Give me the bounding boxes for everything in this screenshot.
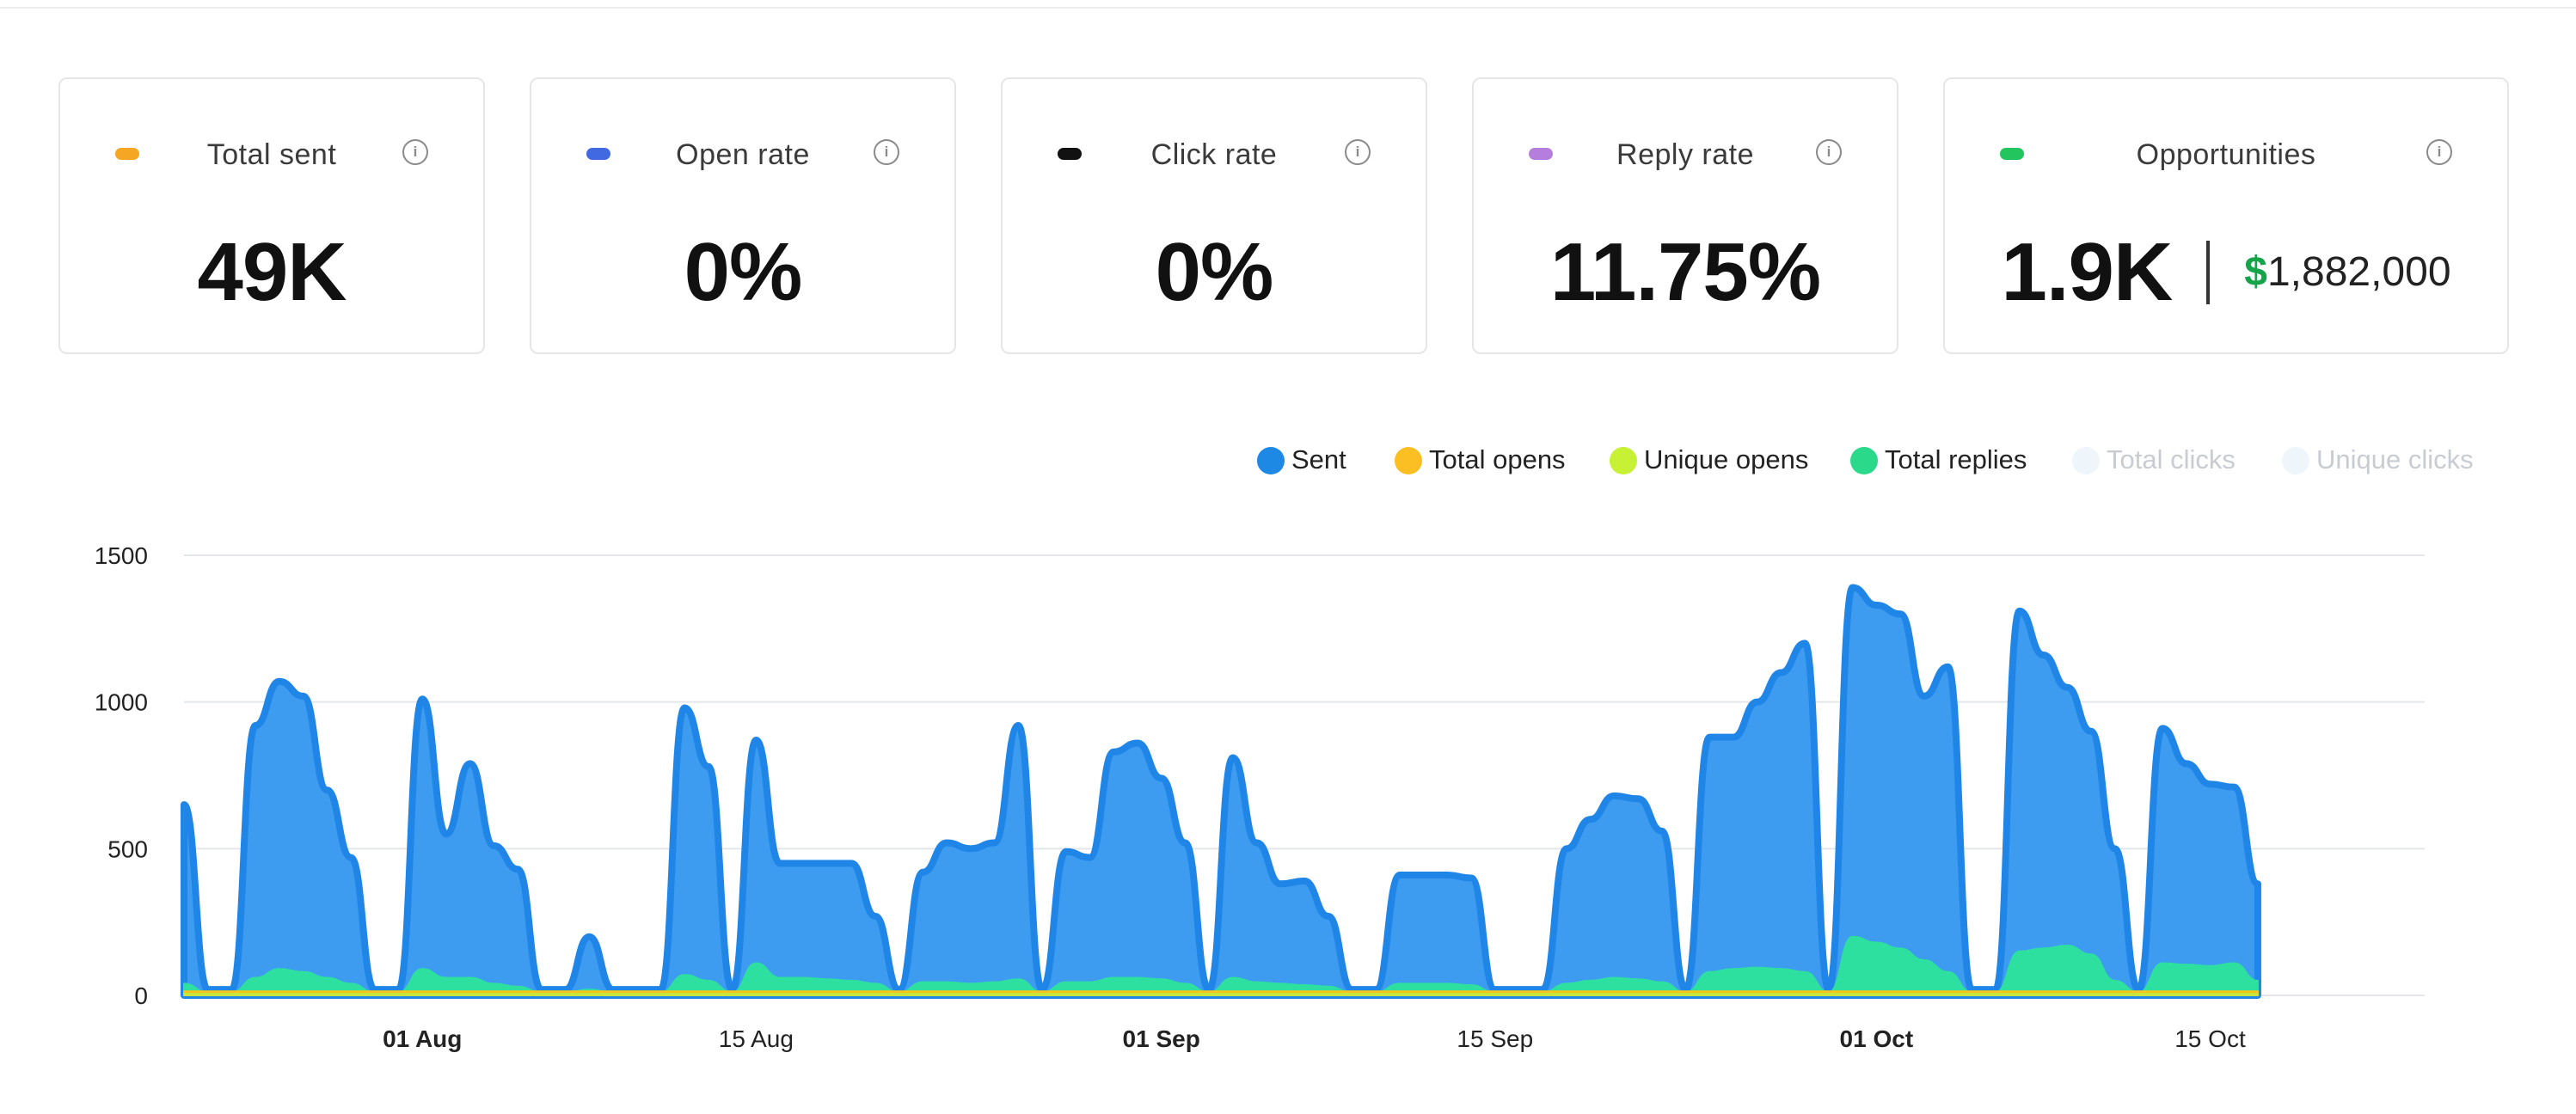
- legend-swatch: [2072, 447, 2100, 474]
- reply-rate-color-dot: [1529, 148, 1553, 160]
- series-total-replies[interactable]: [183, 935, 2259, 996]
- dollar-symbol: $: [2244, 249, 2267, 295]
- opportunities-color-dot: [2000, 148, 2024, 160]
- opportunities-value: 1.9K $1,882,000: [1945, 225, 2507, 320]
- info-icon[interactable]: i: [402, 139, 428, 165]
- series-sent[interactable]: [181, 584, 2261, 999]
- card-label: Opportunities: [2136, 138, 2316, 171]
- legend-label: Total clicks: [2107, 444, 2236, 474]
- card-label: Reply rate: [1616, 138, 1754, 171]
- card-value: 0%: [1155, 226, 1274, 318]
- click-rate-color-dot: [1058, 148, 1082, 160]
- card-click-rate[interactable]: Click rate i 0%: [1001, 77, 1427, 354]
- card-value: 11.75%: [1549, 226, 1821, 318]
- opportunities-amount: $1,882,000: [2244, 249, 2450, 295]
- card-open-rate[interactable]: Open rate i 0%: [530, 77, 956, 354]
- info-icon[interactable]: i: [2426, 139, 2452, 165]
- y-axis: 0 500 1000 1500: [95, 542, 148, 1009]
- legend-swatch: [2282, 447, 2309, 474]
- y-tick-label: 1000: [95, 689, 148, 716]
- x-tick-label: 01 Oct: [1840, 1025, 1914, 1052]
- y-tick-label: 0: [134, 982, 148, 1009]
- x-axis: 01 Aug 15 Aug 01 Sep 15 Sep 01 Oct 15 Oct: [383, 1025, 2246, 1052]
- legend-swatch: [1850, 447, 1878, 474]
- legend-label: Total replies: [1885, 444, 2027, 474]
- y-tick-label: 500: [107, 836, 148, 862]
- y-tick-label: 1500: [95, 542, 148, 569]
- top-divider: [0, 0, 2576, 9]
- info-icon[interactable]: i: [1345, 139, 1371, 165]
- card-label: Open rate: [676, 138, 810, 171]
- card-value: 49K: [197, 226, 347, 318]
- legend-label: Sent: [1291, 444, 1346, 474]
- stat-cards: Total sent i 49K Open rate i 0% Click ra…: [58, 77, 2509, 358]
- total-sent-color-dot: [115, 148, 139, 160]
- legend-label: Unique clicks: [2316, 444, 2474, 474]
- x-tick-label: 01 Aug: [383, 1025, 462, 1052]
- x-tick-label: 15 Sep: [1457, 1025, 1533, 1052]
- x-tick-label: 15 Oct: [2174, 1025, 2246, 1052]
- open-rate-color-dot: [586, 148, 610, 160]
- card-header: Open rate i: [531, 131, 954, 179]
- series-unique-opens[interactable]: [183, 992, 2259, 996]
- info-icon[interactable]: i: [1816, 139, 1842, 165]
- card-value: 0%: [684, 226, 803, 318]
- chart-series: [181, 584, 2261, 999]
- legend-swatch: [1610, 447, 1637, 474]
- card-label: Click rate: [1150, 138, 1278, 171]
- card-reply-rate[interactable]: Reply rate i 11.75%: [1472, 77, 1898, 354]
- card-header: Reply rate i: [1474, 131, 1897, 179]
- legend-label: Unique opens: [1644, 444, 1809, 474]
- legend-swatch: [1257, 447, 1285, 474]
- legend-swatch: [1395, 447, 1422, 474]
- card-label: Total sent: [206, 138, 337, 171]
- opportunities-count: 1.9K: [2001, 226, 2173, 318]
- amount-value: 1,882,000: [2266, 249, 2451, 295]
- card-opportunities[interactable]: Opportunities i 1.9K $1,882,000: [1943, 77, 2509, 354]
- card-header: Click rate i: [1003, 131, 1426, 179]
- legend-label: Total opens: [1429, 444, 1566, 474]
- info-icon[interactable]: i: [874, 139, 899, 165]
- card-header: Opportunities i: [1945, 131, 2507, 179]
- x-tick-label: 15 Aug: [719, 1025, 794, 1052]
- card-total-sent[interactable]: Total sent i 49K: [58, 77, 485, 354]
- x-tick-label: 01 Sep: [1123, 1025, 1200, 1052]
- value-separator: [2206, 241, 2211, 304]
- card-header: Total sent i: [60, 131, 483, 179]
